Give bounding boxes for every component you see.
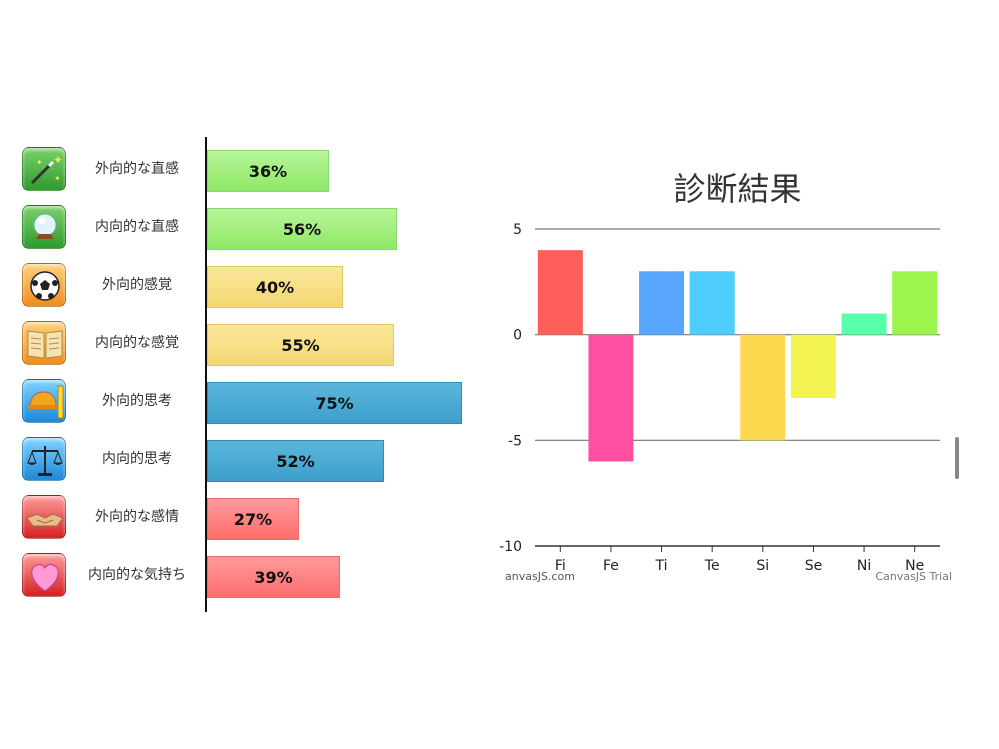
chart-bar [537, 250, 583, 335]
x-tick-label: Ti [655, 558, 668, 574]
chart-bar [639, 271, 685, 335]
list-item: 外向的思考 75% [22, 379, 462, 424]
trait-label: 外向的な感情 [95, 509, 179, 525]
trait-percent: 27% [233, 510, 273, 529]
crystal-ball-icon [22, 205, 66, 249]
x-tick-label: Ne [905, 558, 924, 574]
trait-label: 内向的な気持ち [88, 567, 186, 583]
chart-credit-left: anvasJS.com [505, 570, 575, 583]
list-item: 内向的思考 52% [22, 437, 462, 482]
y-tick-label: -5 [508, 433, 522, 449]
trait-percent: 55% [281, 336, 320, 355]
soccer-ball-icon [22, 263, 66, 307]
trait-percent: 56% [282, 220, 322, 239]
chart-title: 診断結果 [673, 170, 801, 208]
trait-label: 内向的思考 [102, 451, 172, 467]
trait-label: 内向的な直感 [95, 219, 179, 235]
chart-credit-right: CanvasJS Trial [875, 570, 952, 583]
y-tick-label: -10 [499, 539, 522, 555]
x-tick-label: Fi [555, 558, 566, 574]
svg-text:✦: ✦ [53, 153, 63, 167]
chart-bar [841, 313, 887, 335]
trait-bar: 36% [207, 150, 329, 192]
trait-bar-list: ✦ ✦ ✦ 外向的な直感 36% 内向的な直感 56% 外向的感覚 40% 内向的な感覚 55% 外向… [0, 0, 470, 749]
trait-percent: 40% [255, 278, 295, 297]
chart-bar [588, 334, 634, 462]
list-item: 内向的な気持ち 39% [22, 553, 462, 598]
y-tick-label: 0 [513, 328, 522, 344]
trait-bar: 55% [207, 324, 394, 366]
magic-wand-icon: ✦ ✦ ✦ [22, 147, 66, 191]
trait-percent: 75% [315, 394, 354, 413]
chart-bar [790, 334, 836, 399]
open-book-icon [22, 321, 66, 365]
y-tick-label: 5 [513, 222, 522, 238]
scales-icon [22, 437, 66, 481]
scrollbar-thumb[interactable] [955, 437, 959, 479]
diagnosis-bar-chart: 診断結果 5 0 -5 -10 Fi Fe Ti Te Si Se Ni Ne anvasJS.com Ca… [499, 170, 952, 583]
svg-text:✦: ✦ [36, 158, 43, 167]
chart-bar [689, 271, 735, 335]
svg-text:✦: ✦ [54, 174, 61, 183]
heart-icon [22, 553, 66, 597]
x-tick-label: Ni [857, 558, 871, 574]
trait-label: 外向的思考 [102, 393, 172, 409]
trait-bar: 39% [207, 556, 340, 598]
x-tick-label: Te [704, 558, 720, 574]
trait-bar: 40% [207, 266, 343, 308]
list-item: ✦ ✦ ✦ 外向的な直感 36% [22, 147, 462, 192]
list-item: 内向的な感覚 55% [22, 321, 462, 366]
trait-bar: 52% [207, 440, 384, 482]
x-tick-label: Si [756, 558, 769, 574]
chart-bar [740, 334, 786, 441]
trait-label: 外向的感覚 [102, 277, 172, 293]
x-tick-label: Fe [603, 558, 619, 574]
list-axis-line [205, 137, 207, 612]
trait-percent: 36% [248, 162, 288, 181]
list-item: 内向的な直感 56% [22, 205, 462, 250]
list-item: 外向的な感情 27% [22, 495, 462, 540]
list-item: 外向的感覚 40% [22, 263, 462, 308]
x-tick-label: Se [805, 558, 823, 574]
hard-hat-ruler-icon [22, 379, 66, 423]
trait-percent: 52% [276, 452, 315, 471]
trait-bar: 27% [207, 498, 299, 540]
handshake-icon [22, 495, 66, 539]
chart-bar [892, 271, 938, 335]
trait-percent: 39% [254, 568, 293, 587]
trait-label: 外向的な直感 [95, 161, 179, 177]
trait-label: 内向的な感覚 [95, 335, 179, 351]
trait-bar: 56% [207, 208, 397, 250]
trait-bar: 75% [207, 382, 462, 424]
